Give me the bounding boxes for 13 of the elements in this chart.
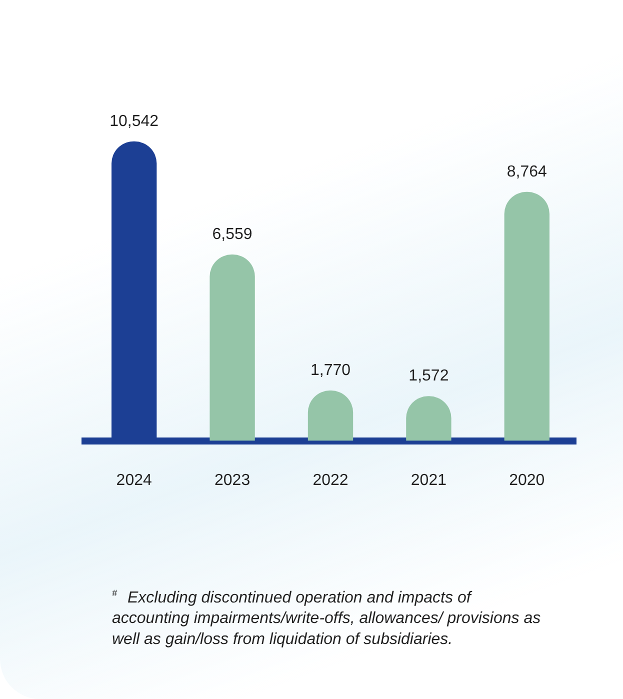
- x-tick-label: 2022: [312, 472, 348, 489]
- data-label: 8,764: [506, 163, 548, 180]
- text: $^{#}$ Excluding discontinued operation and impacts of accounting impairments/write-offs, allowances/ provisions as well as gain/loss from liquidation of subsidiaries.: [112, 587, 542, 650]
- data-label: 10,542: [110, 112, 159, 130]
- x-tick-label: 2023: [214, 472, 250, 489]
- data-label: 1,572: [408, 368, 449, 385]
- bar: [504, 192, 550, 441]
- x-tick-label: 2021: [410, 472, 447, 489]
- x-tick-label: 2020: [509, 472, 545, 489]
- x-tick-label: 2024: [116, 472, 152, 489]
- bar: [210, 254, 255, 441]
- data-label: 6,559: [212, 226, 252, 243]
- data-label: 1,770: [310, 362, 351, 379]
